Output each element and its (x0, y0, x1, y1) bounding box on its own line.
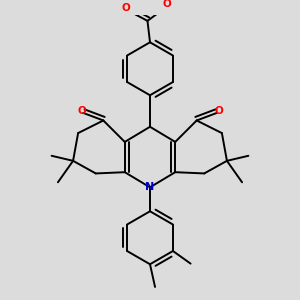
Text: N: N (146, 182, 154, 192)
Text: O: O (77, 106, 86, 116)
Text: O: O (122, 3, 130, 13)
Text: O: O (214, 106, 223, 116)
Text: O: O (162, 0, 171, 10)
